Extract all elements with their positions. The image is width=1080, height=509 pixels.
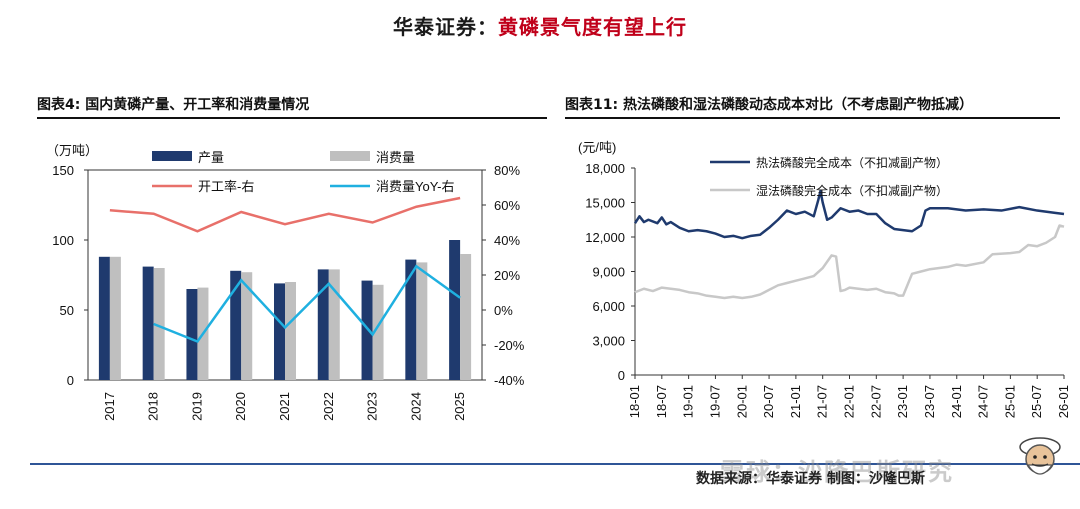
chart2-x-tick-label: 24-07	[976, 385, 991, 418]
chart1-bar-production	[230, 270, 242, 380]
chart1-y2-tick-label: 0%	[494, 303, 513, 318]
chart1-bar-consumption	[416, 262, 428, 380]
chart1-y2-tick-label: 80%	[494, 163, 520, 178]
chart2-title-rule	[565, 117, 1060, 119]
chart1-y2-tick-label: -20%	[494, 338, 525, 353]
chart2-y-tick-label: 0	[618, 368, 625, 383]
chart1-y2-tick-label: 60%	[494, 198, 520, 213]
chart1-bar-consumption	[328, 269, 340, 380]
chart1-title: 图表4: 国内黄磷产量、开工率和消费量情况	[37, 97, 310, 113]
chart1-y-tick-label: 100	[52, 233, 74, 248]
chart1-y2-tick-label: -40%	[494, 373, 525, 388]
chart2-x-tick-label: 19-01	[681, 385, 696, 418]
chart2-x-tick-label: 23-01	[895, 385, 910, 418]
chart2-x-tick-label: 24-01	[949, 385, 964, 418]
chart1-x-tick-label: 2018	[146, 392, 161, 421]
chart1-x-tick-label: 2024	[408, 392, 423, 421]
chart2-y-tick-label: 6,000	[592, 299, 625, 314]
chart2-y-tick-label: 3,000	[592, 334, 625, 349]
chart1-bar-consumption	[241, 272, 253, 380]
chart1-bar-production	[405, 259, 417, 380]
chart2-x-tick-label: 23-07	[922, 385, 937, 418]
chart2-x-tick-label: 26-01	[1056, 385, 1071, 418]
watermark: 雪球：沙隆巴斯研究	[720, 458, 954, 486]
mascot-avatar	[1019, 437, 1061, 475]
chart1-unit-label: （万吨）	[46, 143, 98, 158]
chart2-x-tick-label: 22-07	[868, 385, 883, 418]
page-title: 华泰证券：黄磷景气度有望上行	[0, 11, 1080, 40]
chart1-line-consumption-yoy	[153, 264, 461, 344]
chart1-x-tick-label: 2021	[277, 392, 292, 421]
chart2-legend-thermal-label: 热法磷酸完全成本（不扣减副产物）	[756, 155, 948, 170]
chart2-x-tick-label: 21-07	[815, 385, 830, 418]
chart1-legend-utilization-label: 开工率-右	[198, 179, 254, 194]
chart1-y2-tick-label: 20%	[494, 268, 520, 283]
chart1-legend-consumption-label: 消费量	[376, 150, 415, 165]
chart1-x-tick-label: 2019	[189, 392, 204, 421]
chart1-legend-production-label: 产量	[198, 150, 224, 165]
chart2-y-tick-label: 15,000	[585, 196, 625, 211]
chart1-bar-production	[361, 280, 373, 380]
chart2-x-tick-label: 18-01	[627, 385, 642, 418]
chart1-bar-production	[317, 269, 329, 380]
chart2-x-tick-label: 19-07	[707, 385, 722, 418]
source-note: 数据来源：华泰证券 制图：沙隆巴斯	[696, 471, 925, 487]
chart1-x-tick-label: 2017	[102, 392, 117, 421]
chart1-bar-production	[449, 240, 461, 380]
chart1-bar-production	[186, 289, 198, 380]
chart1-y-tick-label: 150	[52, 163, 74, 178]
chart2-y-tick-label: 12,000	[585, 230, 625, 245]
chart2-x-tick-label: 21-01	[788, 385, 803, 418]
chart2-x-tick-label: 25-01	[1002, 385, 1017, 418]
chart1-y2-tick-label: 40%	[494, 233, 520, 248]
chart2-line-wet-cost	[634, 224, 1065, 300]
chart2-legend-wet-label: 湿法磷酸完全成本（不扣减副产物）	[756, 183, 948, 198]
chart1-x-tick-label: 2025	[452, 392, 467, 421]
chart1-bar-production	[142, 266, 154, 380]
chart2-x-tick-label: 25-07	[1029, 385, 1044, 418]
brand-label: 华泰证券：	[393, 15, 498, 39]
headline: 黄磷景气度有望上行	[498, 15, 687, 39]
chart1-y-tick-label: 50	[60, 303, 74, 318]
chart2-y-tick-label: 9,000	[592, 265, 625, 280]
chart2-x-tick-label: 20-07	[761, 385, 776, 418]
chart2-y-tick-label: 18,000	[585, 161, 625, 176]
footer-rule	[30, 463, 1080, 465]
chart2-line-thermal-cost	[633, 189, 1065, 240]
chart1-x-tick-label: 2023	[365, 392, 380, 421]
chart1-bar-production	[274, 283, 285, 380]
chart1-y-tick-label: 0	[67, 373, 74, 388]
chart1-bar-consumption	[372, 284, 384, 380]
chart1-x-tick-label: 2020	[233, 392, 248, 421]
chart1-x-tick-label: 2022	[321, 392, 336, 421]
chart2-x-tick-label: 20-01	[734, 385, 749, 418]
chart1-legend-consumption-swatch	[330, 151, 370, 161]
chart1-bar-production	[98, 256, 110, 380]
chart2-x-tick-label: 18-07	[654, 385, 669, 418]
chart1-bar-consumption	[285, 282, 296, 380]
chart1-title-rule	[37, 117, 547, 119]
chart2-title: 图表11: 热法磷酸和湿法磷酸动态成本对比（不考虑副产物抵减）	[565, 97, 973, 113]
chart1-legend-production-swatch	[152, 151, 192, 161]
chart1-bar-consumption	[153, 268, 165, 380]
chart2-x-tick-label: 22-01	[842, 385, 857, 418]
chart1-bar-consumption	[109, 256, 121, 380]
chart2-unit-label: (元/吨)	[578, 140, 616, 155]
chart1-legend-consumption-yoy-label: 消费量YoY-右	[376, 179, 455, 194]
chart1-bar-consumption	[460, 254, 472, 380]
chart1-line-utilization	[109, 196, 461, 233]
